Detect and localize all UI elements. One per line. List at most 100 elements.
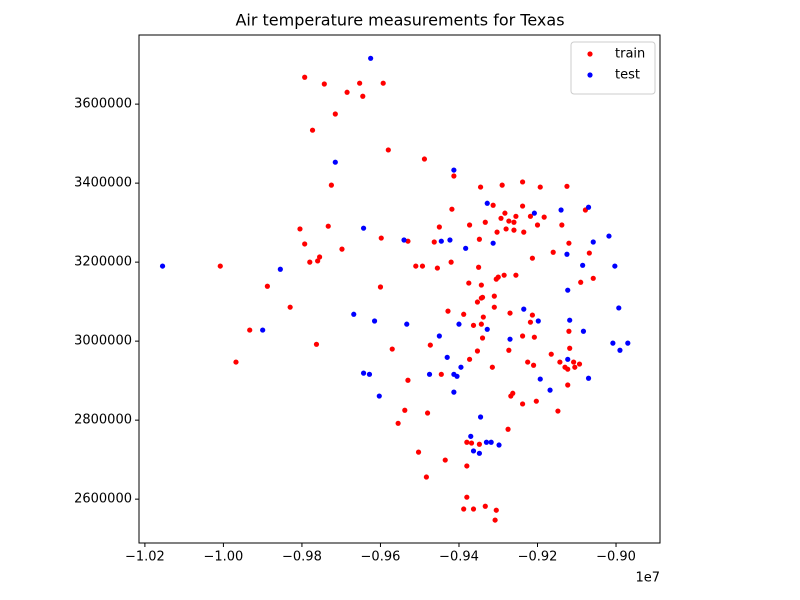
point [565, 382, 571, 388]
y-tick-label: 3000000 [74, 334, 132, 349]
point [464, 439, 470, 445]
point [565, 287, 571, 293]
point [590, 239, 596, 245]
x-tick-label: −1.00 [203, 550, 243, 565]
point [419, 263, 426, 269]
point [328, 182, 334, 188]
x-tick-label: −0.94 [439, 550, 479, 565]
point [477, 414, 484, 420]
point [477, 184, 484, 190]
point [401, 237, 407, 243]
point [496, 442, 502, 448]
point [506, 347, 512, 353]
point [461, 311, 467, 317]
point [537, 376, 543, 382]
point [617, 347, 623, 353]
point [424, 410, 431, 416]
point [339, 246, 345, 252]
y-tick-label: 3600000 [74, 97, 132, 112]
point [466, 280, 472, 286]
point [578, 279, 584, 285]
point [484, 200, 490, 206]
x-offset-label: 1e7 [635, 571, 660, 586]
point [498, 215, 504, 221]
point [625, 340, 631, 346]
point [307, 259, 313, 265]
point [217, 263, 223, 269]
point [505, 426, 511, 432]
point [531, 210, 537, 216]
point [371, 318, 378, 324]
point [576, 361, 583, 367]
point [468, 433, 474, 439]
point [385, 147, 391, 153]
point [483, 439, 490, 445]
point [558, 207, 564, 213]
point [302, 74, 308, 80]
point [454, 373, 460, 379]
point [493, 276, 499, 282]
point [448, 259, 454, 265]
point [389, 346, 395, 352]
point [376, 393, 382, 399]
point [550, 249, 556, 255]
point [332, 159, 338, 165]
point [366, 371, 373, 377]
point [533, 398, 539, 404]
point [557, 359, 563, 365]
point [260, 327, 266, 333]
point [159, 263, 166, 269]
point [586, 250, 592, 256]
point [482, 503, 488, 509]
legend-label: train [615, 47, 645, 62]
point [506, 218, 512, 224]
point [405, 238, 411, 244]
point [519, 179, 526, 185]
point [499, 182, 505, 188]
point [529, 312, 536, 318]
point [537, 184, 543, 190]
point [470, 448, 477, 454]
point [297, 226, 303, 232]
x-tick-label: −1.02 [125, 550, 165, 565]
point [529, 255, 536, 261]
point [478, 282, 484, 288]
point [555, 408, 561, 414]
plot-frame [138, 34, 661, 544]
point [332, 111, 338, 117]
point [404, 321, 410, 327]
point [571, 359, 577, 365]
point [309, 127, 316, 133]
point [567, 317, 573, 323]
point [503, 226, 509, 232]
point [489, 364, 495, 370]
point [427, 342, 433, 348]
point [502, 210, 508, 216]
point [451, 389, 457, 395]
point [479, 294, 486, 300]
point [357, 80, 363, 86]
series [159, 55, 631, 456]
point [566, 328, 572, 334]
x-tick-label: −0.90 [596, 550, 636, 565]
point [466, 356, 473, 362]
point [527, 213, 534, 219]
point [313, 341, 320, 347]
point [474, 299, 481, 305]
x-tick-label: −0.96 [361, 550, 401, 565]
point [606, 233, 612, 239]
point [470, 506, 477, 512]
point [368, 55, 374, 61]
point [360, 93, 366, 99]
point [534, 222, 541, 228]
point [610, 340, 616, 346]
point [510, 390, 516, 396]
point [444, 354, 450, 360]
point [360, 225, 367, 231]
point [377, 284, 384, 290]
point [461, 506, 467, 512]
point [470, 322, 477, 328]
point [458, 364, 464, 370]
point [413, 263, 419, 269]
